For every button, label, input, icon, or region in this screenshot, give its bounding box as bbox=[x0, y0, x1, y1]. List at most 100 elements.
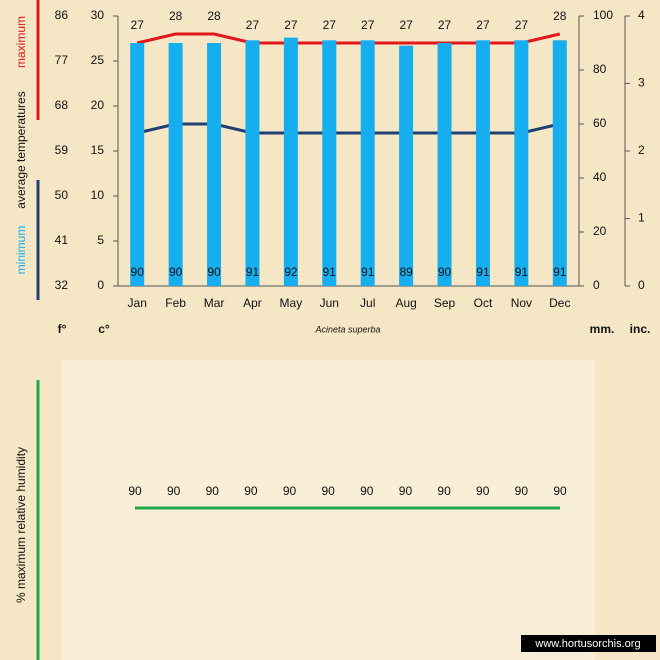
inc-unit: inc. bbox=[630, 322, 651, 336]
bar bbox=[552, 40, 567, 286]
line-value-label: 90 bbox=[167, 484, 181, 498]
watermark-bg bbox=[521, 635, 656, 652]
y2ticks-label: 100 bbox=[593, 8, 613, 22]
y3ticks-label: 41 bbox=[55, 233, 69, 247]
yticks-label: 25 bbox=[91, 53, 105, 67]
y2ticks-label: 20 bbox=[593, 224, 607, 238]
y4ticks-label: 0 bbox=[638, 278, 645, 292]
bar-value-label: 91 bbox=[246, 265, 260, 279]
line-value-label: 27 bbox=[438, 18, 452, 32]
bar bbox=[245, 40, 260, 286]
line-value-label: 27 bbox=[476, 18, 490, 32]
bar bbox=[399, 45, 414, 287]
bar bbox=[322, 40, 337, 286]
max-label: maximum bbox=[14, 16, 28, 68]
bar bbox=[437, 43, 452, 286]
line-value-label: 90 bbox=[515, 484, 529, 498]
x-tick-label: Jul bbox=[360, 296, 375, 310]
bar-value-label: 91 bbox=[553, 265, 567, 279]
y2ticks-label: 0 bbox=[593, 278, 600, 292]
yticks-label: 20 bbox=[91, 98, 105, 112]
line-value-label: 28 bbox=[553, 9, 567, 23]
y2ticks-label: 60 bbox=[593, 116, 607, 130]
y3ticks-label: 77 bbox=[55, 53, 69, 67]
x-tick-label: Nov bbox=[511, 296, 532, 310]
line-series bbox=[136, 122, 561, 135]
line-value-label: 90 bbox=[322, 484, 336, 498]
y-axis-label: average temperatures bbox=[14, 91, 28, 208]
line-value-label: 27 bbox=[131, 18, 145, 32]
line-value-label: 27 bbox=[361, 18, 375, 32]
bar-value-label: 91 bbox=[323, 265, 337, 279]
y4ticks-label: 1 bbox=[638, 211, 645, 225]
line-value-label: 27 bbox=[515, 18, 529, 32]
bar bbox=[207, 43, 222, 286]
bar-value-label: 90 bbox=[169, 265, 183, 279]
line-value-label: 27 bbox=[399, 18, 413, 32]
x-tick-label: Aug bbox=[395, 296, 416, 310]
line-value-label: 90 bbox=[283, 484, 297, 498]
line-value-label: 27 bbox=[323, 18, 337, 32]
x-tick-label: Jun bbox=[320, 296, 339, 310]
bar-value-label: 90 bbox=[207, 265, 221, 279]
y2ticks-label: 80 bbox=[593, 62, 607, 76]
line-value-label: 27 bbox=[284, 18, 298, 32]
x-tick-label: May bbox=[280, 296, 303, 310]
line-series bbox=[136, 32, 561, 45]
y4ticks-label: 4 bbox=[638, 8, 645, 22]
bar-value-label: 91 bbox=[476, 265, 490, 279]
x-tick-label: Dec bbox=[549, 296, 570, 310]
bar bbox=[360, 40, 375, 286]
line-value-label: 90 bbox=[206, 484, 220, 498]
humidity-label: % maximum relative humidity bbox=[14, 447, 28, 603]
line-value-label: 90 bbox=[399, 484, 413, 498]
line-value-label: 90 bbox=[360, 484, 374, 498]
bar bbox=[283, 37, 298, 286]
line-value-label: 90 bbox=[476, 484, 490, 498]
yticks-label: 15 bbox=[91, 143, 105, 157]
subtitle: Acineta superba bbox=[314, 324, 380, 334]
line-value-label: 28 bbox=[207, 9, 221, 23]
y4ticks-label: 2 bbox=[638, 143, 645, 157]
x-tick-label: Feb bbox=[165, 296, 186, 310]
bar-value-label: 90 bbox=[438, 265, 452, 279]
line-value-label: 28 bbox=[169, 9, 183, 23]
y3ticks-label: 32 bbox=[55, 278, 69, 292]
line-value-label: 27 bbox=[246, 18, 260, 32]
bar-value-label: 89 bbox=[399, 265, 413, 279]
bar bbox=[475, 40, 490, 286]
x-tick-label: Mar bbox=[204, 296, 225, 310]
y3ticks-label: 59 bbox=[55, 143, 69, 157]
bar-value-label: 90 bbox=[131, 265, 145, 279]
lower-panel bbox=[62, 360, 595, 660]
y3ticks-label: 68 bbox=[55, 98, 69, 112]
min-label: minimum bbox=[14, 226, 28, 275]
bar-value-label: 92 bbox=[284, 265, 298, 279]
yticks-label: 10 bbox=[91, 188, 105, 202]
y3ticks-label: 50 bbox=[55, 188, 69, 202]
line-value-label: 90 bbox=[437, 484, 451, 498]
y4ticks-label: 3 bbox=[638, 76, 645, 90]
y3ticks-label: 86 bbox=[55, 8, 69, 22]
x-tick-label: Jan bbox=[128, 296, 147, 310]
line-value-label: 90 bbox=[244, 484, 258, 498]
bar bbox=[130, 43, 145, 286]
yticks-label: 0 bbox=[97, 278, 104, 292]
watermark: www.hortusorchis.org bbox=[534, 638, 640, 650]
c-unit: c° bbox=[98, 322, 110, 336]
y2ticks-label: 40 bbox=[593, 170, 607, 184]
line-value-label: 90 bbox=[553, 484, 567, 498]
x-tick-label: Sep bbox=[434, 296, 456, 310]
f-unit: f° bbox=[58, 322, 67, 336]
yticks-label: 30 bbox=[91, 8, 105, 22]
line-value-label: 90 bbox=[128, 484, 142, 498]
bar bbox=[514, 40, 529, 286]
bar bbox=[168, 43, 183, 286]
x-tick-label: Apr bbox=[243, 296, 262, 310]
x-tick-label: Oct bbox=[474, 296, 493, 310]
bar-value-label: 91 bbox=[361, 265, 375, 279]
yticks-label: 5 bbox=[97, 233, 104, 247]
mm-unit: mm. bbox=[590, 322, 615, 336]
bar-value-label: 91 bbox=[515, 265, 529, 279]
